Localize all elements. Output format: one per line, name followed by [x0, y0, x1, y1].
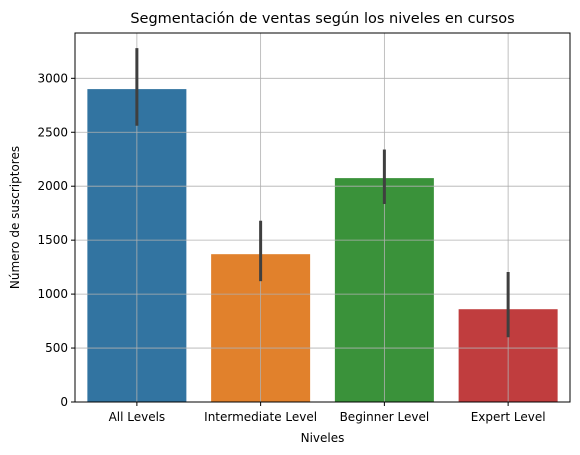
y-tick-label-1: 500	[45, 341, 68, 355]
x-axis-label: Niveles	[301, 431, 345, 445]
y-tick-label-6: 3000	[37, 71, 68, 85]
y-axis-label: Número de suscriptores	[8, 146, 22, 289]
x-tick-label-0: All Levels	[109, 410, 166, 424]
y-tick-label-3: 1500	[37, 233, 68, 247]
x-tick-label-3: Expert Level	[471, 410, 546, 424]
error-bars-layer	[135, 48, 510, 338]
plot-frame	[74, 32, 571, 403]
x-axis-ticks: All Levels Intermediate Level Beginner Lev…	[109, 402, 546, 424]
y-tick-label-0: 0	[60, 395, 68, 409]
y-axis-ticks: 0 500 1000 1500 2000 2500 3000	[37, 71, 75, 409]
x-tick-label-2: Beginner Level	[340, 410, 430, 424]
y-tick-label-4: 2000	[37, 179, 68, 193]
y-tick-label-2: 1000	[37, 287, 68, 301]
y-tick-label-5: 2500	[37, 125, 68, 139]
x-tick-label-1: Intermediate Level	[204, 410, 317, 424]
chart-title: Segmentación de ventas según los niveles…	[130, 11, 514, 27]
bars-layer	[87, 89, 558, 403]
